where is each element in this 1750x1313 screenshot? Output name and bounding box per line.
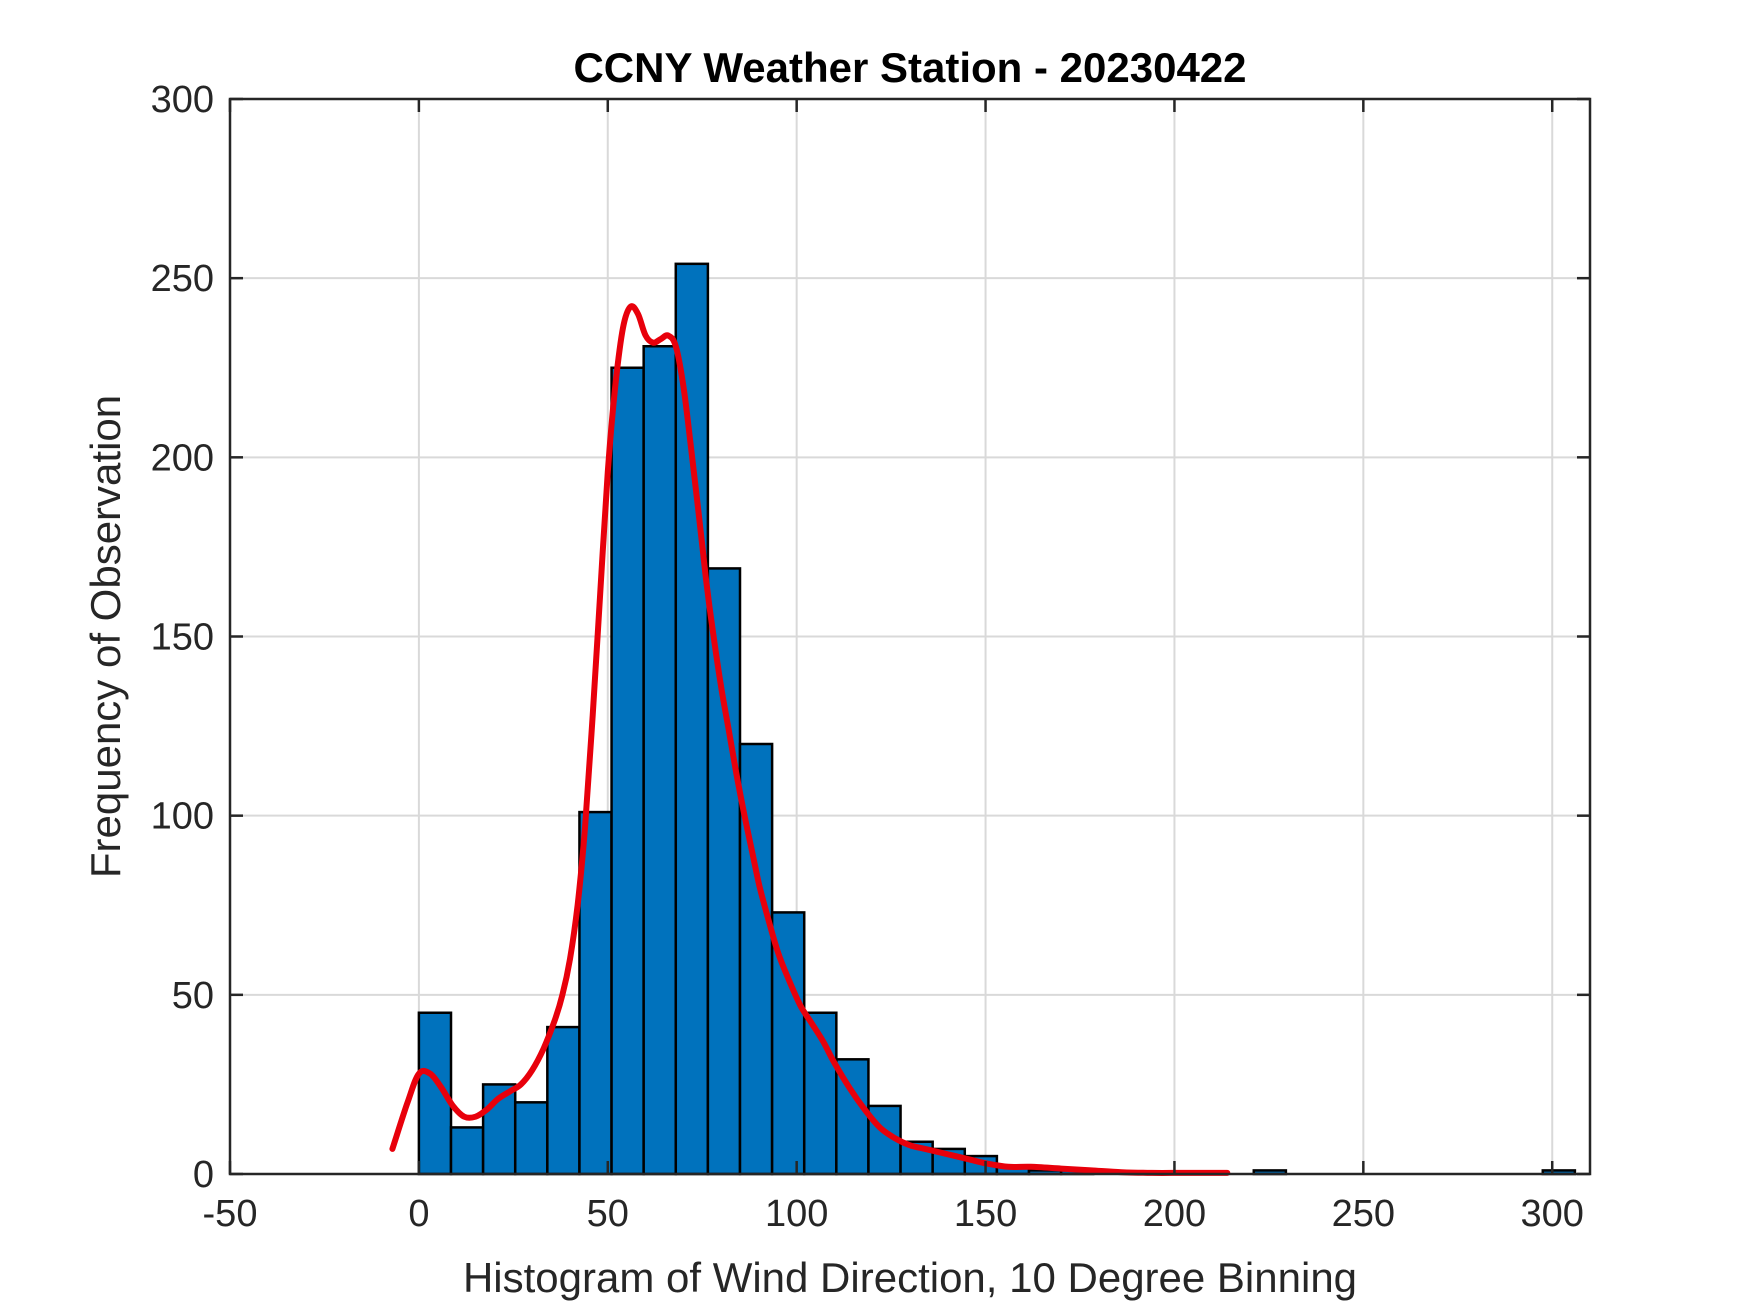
x-tick-label: 50	[587, 1193, 629, 1235]
histogram-bar	[546, 1025, 581, 1176]
density-curve	[389, 303, 1231, 1176]
y-tick-labels: 0 50 100 150 200 250 300	[151, 79, 214, 1196]
histogram-bar	[513, 1101, 549, 1176]
histogram-bar	[674, 262, 710, 1176]
x-tick-label: 200	[1143, 1193, 1206, 1235]
y-tick-label: 200	[151, 437, 214, 479]
y-axis-label: Frequency of Observation	[82, 395, 129, 878]
x-tick-label: 250	[1332, 1193, 1395, 1235]
chart-title: CCNY Weather Station - 20230422	[573, 44, 1246, 91]
histogram-bar	[449, 1126, 485, 1176]
tick-marks	[228, 97, 1590, 1176]
histogram-bar	[835, 1058, 870, 1176]
x-tick-label: 300	[1521, 1193, 1584, 1235]
histogram-bar	[642, 345, 678, 1176]
x-axis-label: Histogram of Wind Direction, 10 Degree B…	[463, 1254, 1357, 1301]
histogram-bar	[610, 366, 645, 1176]
histogram-bar	[706, 567, 742, 1176]
grid-lines	[229, 98, 1590, 1175]
x-tick-label: -50	[203, 1193, 258, 1235]
y-tick-label: 50	[172, 975, 214, 1017]
y-tick-label: 250	[151, 258, 214, 300]
x-tick-label: 150	[954, 1193, 1017, 1235]
density-curve-layer	[389, 303, 1231, 1176]
y-tick-label: 150	[151, 617, 214, 659]
x-tick-label: 0	[408, 1193, 429, 1235]
x-tick-label: 100	[765, 1193, 828, 1235]
histogram-bars	[417, 262, 1577, 1176]
y-tick-label: 0	[193, 1154, 214, 1196]
x-tick-labels: -50 0 50 100 150 200 250 300	[203, 1193, 1584, 1235]
y-tick-label: 300	[151, 79, 214, 121]
y-tick-label: 100	[151, 796, 214, 838]
